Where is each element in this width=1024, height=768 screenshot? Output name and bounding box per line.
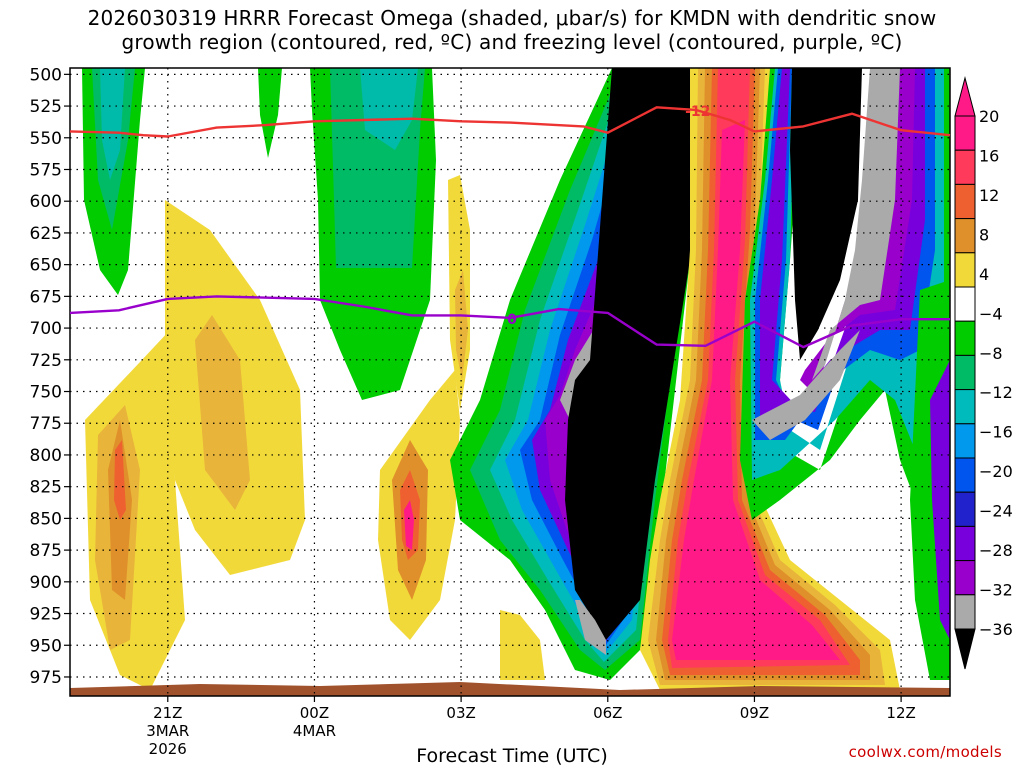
colorbar-segment-pos-4 — [954, 252, 976, 288]
site-credit[interactable]: coolwx.com/models — [848, 743, 1002, 761]
contours: -12 0 — [69, 104, 951, 349]
plot-frame — [69, 67, 951, 697]
colorbar-segment-neg-0 — [954, 320, 976, 356]
colorbar-label-13: −36 — [979, 620, 1013, 639]
x-tick-label-06Z: 06Z — [593, 704, 622, 722]
colorbar-segment-pos-3 — [954, 218, 976, 254]
y-tick-label-875: 875 — [30, 541, 62, 561]
y-tick-label-650: 650 — [30, 256, 62, 276]
chart-title: 2026030319 HRRR Forecast Omega (shaded, … — [0, 6, 1024, 54]
colorbar-segment-pos-1 — [954, 149, 976, 185]
contour-label-0: -12 — [685, 104, 710, 120]
y-tick-label-750: 750 — [30, 383, 62, 403]
omega-shading — [70, 68, 950, 696]
x-tick-label-09Z: 09Z — [740, 704, 769, 722]
y-axis: 500 525 550 575 600 625 650 675 700 725 750 775 800 8… — [30, 65, 70, 688]
y-tick-label-925: 925 — [30, 605, 62, 625]
colorbar-label-3: 8 — [979, 225, 989, 244]
colorbar-label-6: −8 — [979, 344, 1003, 363]
colorbar-label-11: −28 — [979, 541, 1013, 560]
colorbar-segment-neg-7 — [954, 560, 976, 596]
y-tick-label-625: 625 — [30, 224, 62, 244]
y-tick-label-775: 775 — [30, 414, 62, 434]
contour-line-0 — [69, 106, 951, 138]
x-tick-label-21Z: 21Z — [153, 704, 182, 722]
y-tick-label-600: 600 — [30, 192, 62, 212]
y-tick-label-500: 500 — [30, 65, 62, 85]
colorbar-label-2: 12 — [979, 186, 999, 205]
y-tick-label-725: 725 — [30, 351, 62, 371]
x-tick-date-00Z: 4MAR — [293, 722, 336, 740]
y-tick-label-525: 525 — [30, 97, 62, 117]
colorbar-bottom-arrow — [954, 628, 976, 670]
y-tick-label-850: 850 — [30, 509, 62, 529]
y-tick-label-975: 975 — [30, 668, 62, 688]
colorbar-segment-neg-8 — [954, 594, 976, 630]
chart-title-line1: 2026030319 HRRR Forecast Omega (shaded, … — [87, 6, 937, 30]
colorbar-label-12: −32 — [979, 581, 1013, 600]
contour-label-1: 0 — [507, 312, 517, 328]
colorbar-label-7: −12 — [979, 383, 1013, 402]
colorbar-segment-neg-1 — [954, 354, 976, 391]
colorbar-top-arrow — [954, 76, 976, 117]
colorbar-segment-neg-3 — [954, 423, 976, 459]
y-tick-label-575: 575 — [30, 160, 62, 180]
colorbar-label-5: −4 — [979, 304, 1003, 323]
colorbar-label-4: 4 — [979, 265, 989, 284]
y-tick-label-800: 800 — [30, 446, 62, 466]
y-tick-label-950: 950 — [30, 636, 62, 656]
colorbar-segment-neg-4 — [954, 457, 976, 493]
colorbar-label-10: −24 — [979, 502, 1013, 521]
colorbar-label-9: −20 — [979, 462, 1013, 481]
colorbar-segment-pos-0 — [954, 115, 976, 151]
y-tick-label-675: 675 — [30, 287, 62, 307]
y-tick-label-700: 700 — [30, 319, 62, 339]
colorbar: 20 16 12 8 4 −4 −8 −12 −16 −20 −24 −28 −32 −36 — [954, 76, 1013, 670]
x-tick-label-03Z: 03Z — [446, 704, 475, 722]
x-tick-year-21Z: 2026 — [149, 740, 187, 758]
colorbar-segment-neg-6 — [954, 525, 976, 562]
x-tick-date-21Z: 3MAR — [146, 722, 189, 740]
contour-line-1 — [69, 295, 950, 349]
colorbar-label-0: 20 — [979, 107, 999, 126]
y-tick-label-550: 550 — [30, 129, 62, 149]
colorbar-segment-neg-5 — [954, 491, 976, 527]
colorbar-segment-neg-2 — [954, 389, 976, 425]
colorbar-label-8: −16 — [979, 423, 1013, 442]
colorbar-segment-zero — [954, 286, 976, 322]
colorbar-segment-pos-2 — [954, 183, 976, 220]
y-tick-label-900: 900 — [30, 573, 62, 593]
x-tick-label-12Z: 12Z — [886, 704, 915, 722]
chart-title-line2: growth region (contoured, red, ºC) and f… — [121, 30, 903, 54]
y-tick-label-825: 825 — [30, 478, 62, 498]
grid — [70, 68, 950, 696]
x-axis-title: Forecast Time (UTC) — [416, 745, 608, 767]
x-tick-label-00Z: 00Z — [300, 704, 329, 722]
colorbar-label-1: 16 — [979, 146, 999, 165]
